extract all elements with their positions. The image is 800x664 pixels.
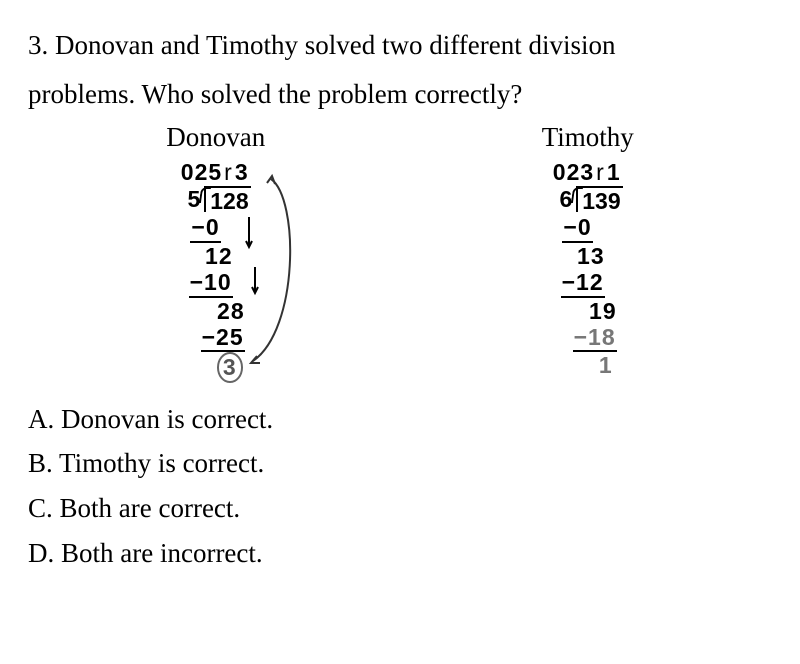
timothy-column: Timothy 023r1 6 139 −0 13 −12 19 −18 1 [542, 122, 634, 383]
donovan-s3: −10 [189, 269, 233, 297]
timothy-longdivision: 023r1 6 139 −0 13 −12 19 −18 1 [553, 159, 623, 379]
donovan-final-remainder: 3 [217, 352, 243, 382]
donovan-step-6: 3 [217, 352, 251, 382]
option-a[interactable]: A. Donovan is correct. [28, 397, 772, 442]
donovan-division-bracket: 5 128 [187, 186, 250, 214]
timothy-step-1: −0 [562, 214, 622, 242]
timothy-step-2: 13 [577, 243, 623, 269]
timothy-step-4: 19 [589, 298, 623, 324]
timothy-s1: −0 [562, 214, 592, 242]
option-b[interactable]: B. Timothy is correct. [28, 441, 772, 486]
timothy-step-5: −18 [573, 324, 623, 352]
timothy-s5: −18 [573, 324, 617, 352]
timothy-step-6: 1 [599, 352, 623, 378]
donovan-step-1: −0 [190, 214, 250, 242]
donovan-step-5: −25 [201, 324, 251, 352]
donovan-step-3: −10 [189, 269, 251, 297]
timothy-s3: −12 [561, 269, 605, 297]
timothy-step-3: −12 [561, 269, 623, 297]
donovan-step-2: 12 [205, 243, 251, 269]
answer-options: A. Donovan is correct. B. Timothy is cor… [28, 397, 772, 575]
remainder-letter: r [594, 159, 607, 185]
question-line-1: 3. Donovan and Timothy solved two differ… [28, 24, 772, 67]
page: 3. Donovan and Timothy solved two differ… [0, 0, 800, 575]
timothy-name: Timothy [542, 122, 634, 153]
donovan-quotient: 025r3 [181, 159, 251, 185]
donovan-step-4: 28 [217, 298, 251, 324]
donovan-quotient-digits: 025 [181, 159, 222, 185]
donovan-s1: −0 [190, 214, 220, 242]
timothy-quotient-digits: 023 [553, 159, 594, 185]
timothy-remainder: 1 [607, 159, 621, 185]
option-d[interactable]: D. Both are incorrect. [28, 531, 772, 576]
donovan-s5: −25 [201, 324, 245, 352]
donovan-longdivision: 025r3 5 128 −0 12 −10 28 −25 3 [181, 159, 251, 383]
donovan-dividend: 128 [206, 186, 250, 214]
option-c[interactable]: C. Both are correct. [28, 486, 772, 531]
timothy-division-bracket: 6 139 [559, 186, 622, 214]
timothy-quotient: 023r1 [553, 159, 623, 185]
timothy-dividend: 139 [578, 186, 622, 214]
donovan-column: Donovan 025r3 5 128 −0 12 −10 28 −25 3 [166, 122, 265, 383]
question-line-2: problems. Who solved the problem correct… [28, 73, 772, 116]
donovan-name: Donovan [166, 122, 265, 153]
remainder-letter: r [222, 159, 235, 185]
work-row: Donovan 025r3 5 128 −0 12 −10 28 −25 3 [28, 122, 772, 383]
donovan-remainder: 3 [235, 159, 249, 185]
